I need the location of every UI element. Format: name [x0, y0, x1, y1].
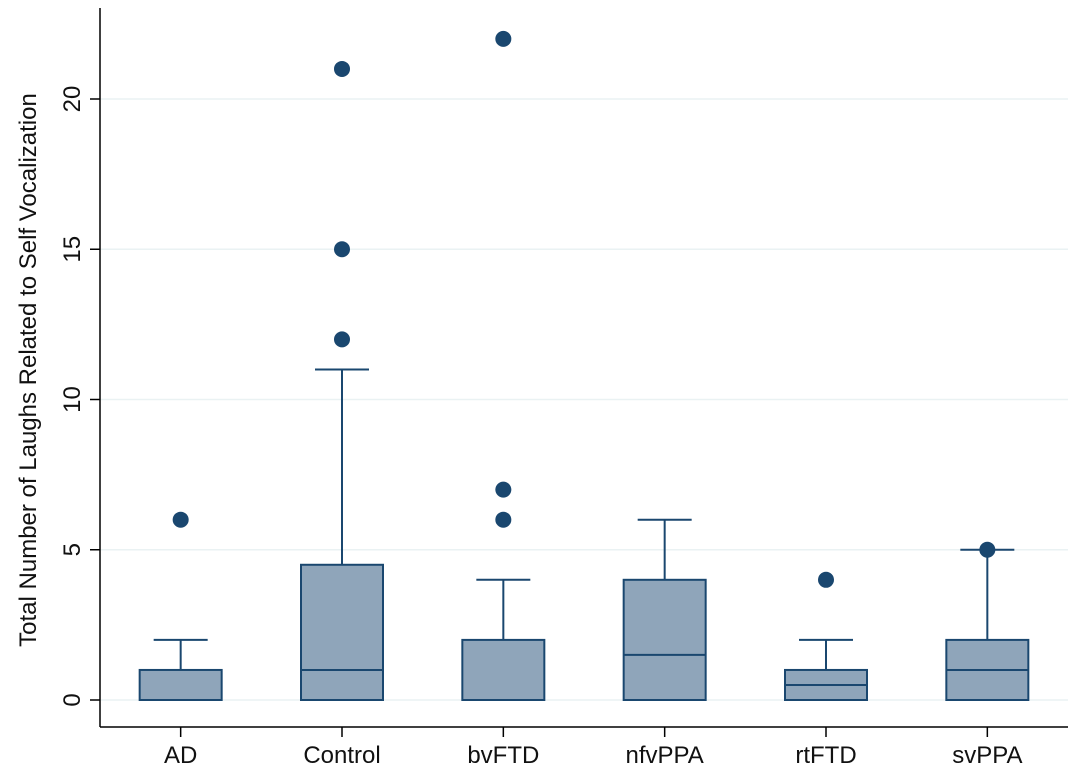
box: [622, 578, 707, 701]
outlier-point: [334, 60, 350, 77]
x-tick-label: AD: [164, 742, 197, 768]
x-tick-label: bvFTD: [467, 742, 539, 768]
x-tick-label: svPPA: [952, 742, 1022, 768]
y-tick-label: 10: [59, 386, 86, 413]
box-group-bvftd: [461, 30, 546, 702]
box: [138, 668, 223, 702]
outlier-point: [172, 511, 189, 528]
outlier-point: [334, 241, 350, 258]
x-tick-label: Control: [303, 742, 380, 768]
outlier-point: [334, 331, 350, 348]
box: [300, 563, 384, 702]
outlier-point: [979, 541, 996, 558]
outlier-point: [495, 511, 512, 528]
box-group-control: [300, 60, 384, 702]
box-group-ad: [138, 511, 223, 702]
box-group-nfvppa: [622, 518, 707, 701]
outlier-point: [818, 571, 834, 588]
y-tick-label: 0: [59, 693, 86, 706]
axes: 0 5 10 15 20 AD Control bvFTD nfvPPA rtFTD svPPA: [59, 8, 1068, 768]
box: [461, 638, 546, 702]
box-group-rtftd: [784, 571, 868, 702]
x-tick-label: nfvPPA: [626, 742, 704, 768]
outlier-point: [495, 481, 512, 498]
x-tick-label: rtFTD: [795, 742, 856, 768]
box-group-svppa: [945, 541, 1030, 702]
y-tick-label: 20: [59, 86, 86, 113]
gridlines: [100, 98, 1068, 701]
boxes: [138, 30, 1030, 702]
y-axis-title: Total Number of Laughs Related to Self V…: [15, 93, 42, 647]
outlier-point: [495, 30, 512, 47]
y-tick-label: 15: [59, 236, 86, 263]
y-tick-label: 5: [59, 543, 86, 556]
